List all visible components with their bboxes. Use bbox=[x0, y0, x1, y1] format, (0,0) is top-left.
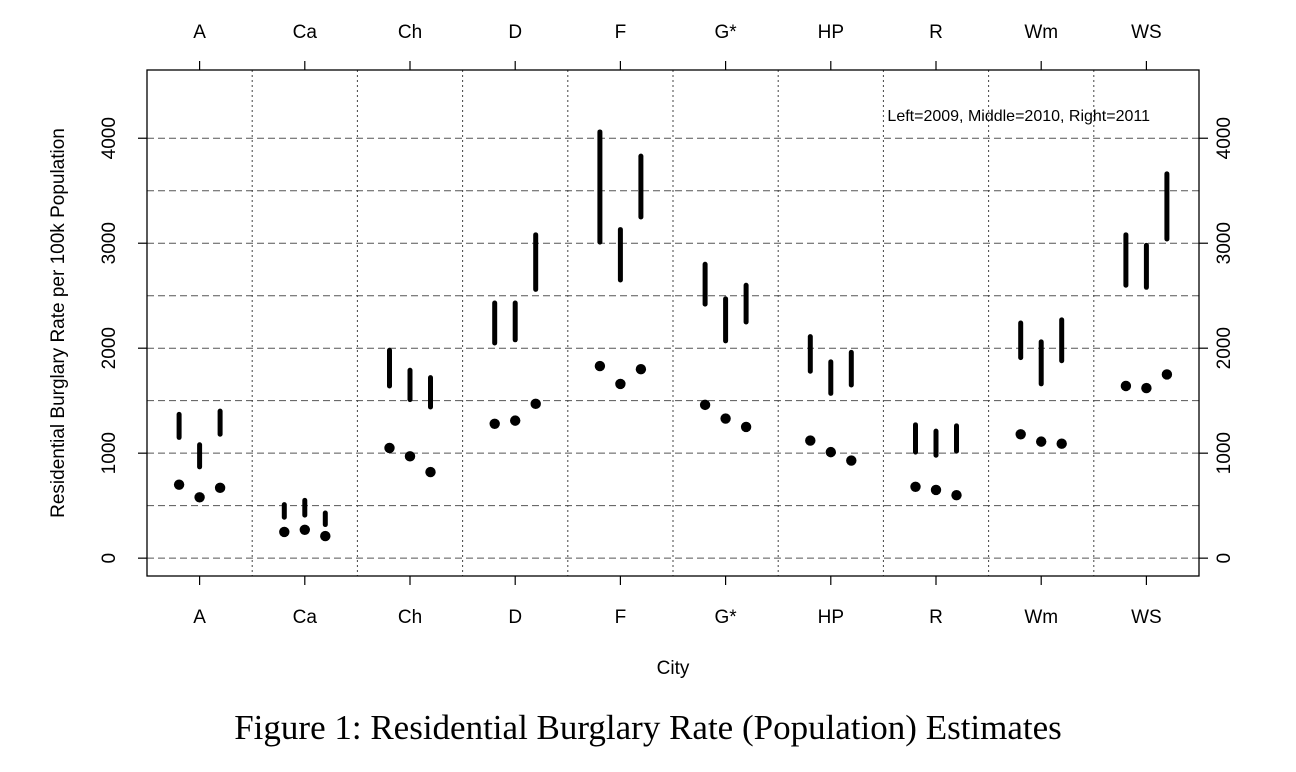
y-tick-label-left: 2000 bbox=[99, 327, 120, 369]
figure-caption: Figure 1: Residential Burglary Rate (Pop… bbox=[234, 708, 1062, 747]
data-point bbox=[384, 442, 395, 454]
data-point bbox=[173, 479, 185, 490]
chart-svg: A A Ca Ca Ch Ch D D F F G* G* HP HP R R Wm Wm WS WS 0 0 1000 10… bbox=[48, 22, 1235, 679]
x-tick-label-top: G* bbox=[715, 22, 738, 43]
y-tick-label-left: 4000 bbox=[99, 117, 120, 159]
x-tick-label-bottom: F bbox=[615, 607, 627, 628]
y-tick-label-left: 0 bbox=[99, 553, 120, 564]
data-point bbox=[425, 466, 436, 478]
x-axis-title: City bbox=[657, 658, 690, 679]
data-point bbox=[615, 378, 626, 390]
chart: A A Ca Ca Ch Ch D D F F G* G* HP HP R R Wm Wm WS WS 0 0 1000 10… bbox=[48, 22, 1235, 679]
data-point bbox=[594, 360, 606, 372]
data-point bbox=[930, 484, 942, 496]
data-point bbox=[846, 455, 857, 466]
data-point bbox=[699, 399, 711, 411]
data-point bbox=[320, 530, 331, 542]
data-point bbox=[910, 481, 921, 492]
x-tick-label-bottom: HP bbox=[818, 607, 844, 628]
data-point bbox=[1056, 438, 1067, 449]
data-point bbox=[1161, 369, 1173, 380]
y-tick-label-left: 1000 bbox=[99, 432, 120, 474]
data-point bbox=[1015, 429, 1026, 440]
x-tick-label-bottom: R bbox=[929, 607, 943, 628]
data-point bbox=[1036, 436, 1047, 447]
legend-annotation: Left=2009, Middle=2010, Right=2011 bbox=[887, 108, 1150, 125]
x-tick-label-top: Ca bbox=[293, 22, 318, 43]
data-point bbox=[530, 398, 541, 410]
data-point bbox=[489, 418, 500, 429]
data-point bbox=[299, 524, 310, 536]
data-point bbox=[825, 446, 836, 458]
data-point bbox=[510, 415, 521, 426]
y-tick-label-right: 2000 bbox=[1214, 327, 1235, 369]
data-point bbox=[404, 451, 416, 462]
x-tick-label-bottom: G* bbox=[715, 607, 738, 628]
y-tick-label-right: 1000 bbox=[1214, 432, 1235, 474]
data-point bbox=[740, 421, 752, 433]
data-point bbox=[194, 492, 205, 503]
x-tick-label-top: R bbox=[929, 22, 943, 43]
data-point bbox=[951, 489, 962, 501]
data-point bbox=[1141, 382, 1152, 394]
data-point bbox=[214, 482, 226, 494]
y-tick-label-right: 4000 bbox=[1214, 117, 1235, 159]
x-tick-label-top: Wm bbox=[1024, 22, 1058, 43]
x-tick-label-top: D bbox=[508, 22, 522, 43]
x-tick-label-top: HP bbox=[818, 22, 844, 43]
data-point bbox=[805, 435, 816, 446]
x-tick-label-bottom: Ca bbox=[293, 607, 318, 628]
x-tick-label-top: F bbox=[615, 22, 627, 43]
y-tick-label-left: 3000 bbox=[99, 222, 120, 264]
data-point bbox=[279, 526, 290, 538]
data-point bbox=[635, 363, 647, 375]
x-tick-label-top: A bbox=[193, 22, 206, 43]
y-axis-title: Residential Burglary Rate per 100k Popul… bbox=[48, 128, 69, 518]
x-tick-label-bottom: D bbox=[508, 607, 522, 628]
y-tick-label-right: 0 bbox=[1214, 553, 1235, 564]
x-tick-label-bottom: A bbox=[193, 607, 206, 628]
plot-frame bbox=[146, 69, 1200, 577]
x-tick-label-top: WS bbox=[1131, 22, 1162, 43]
x-tick-label-bottom: WS bbox=[1131, 607, 1162, 628]
x-tick-label-bottom: Wm bbox=[1024, 607, 1058, 628]
y-tick-label-right: 3000 bbox=[1214, 222, 1235, 264]
data-point bbox=[720, 413, 731, 424]
x-tick-label-top: Ch bbox=[398, 22, 422, 43]
x-tick-label-bottom: Ch bbox=[398, 607, 422, 628]
data-point bbox=[1120, 380, 1132, 392]
